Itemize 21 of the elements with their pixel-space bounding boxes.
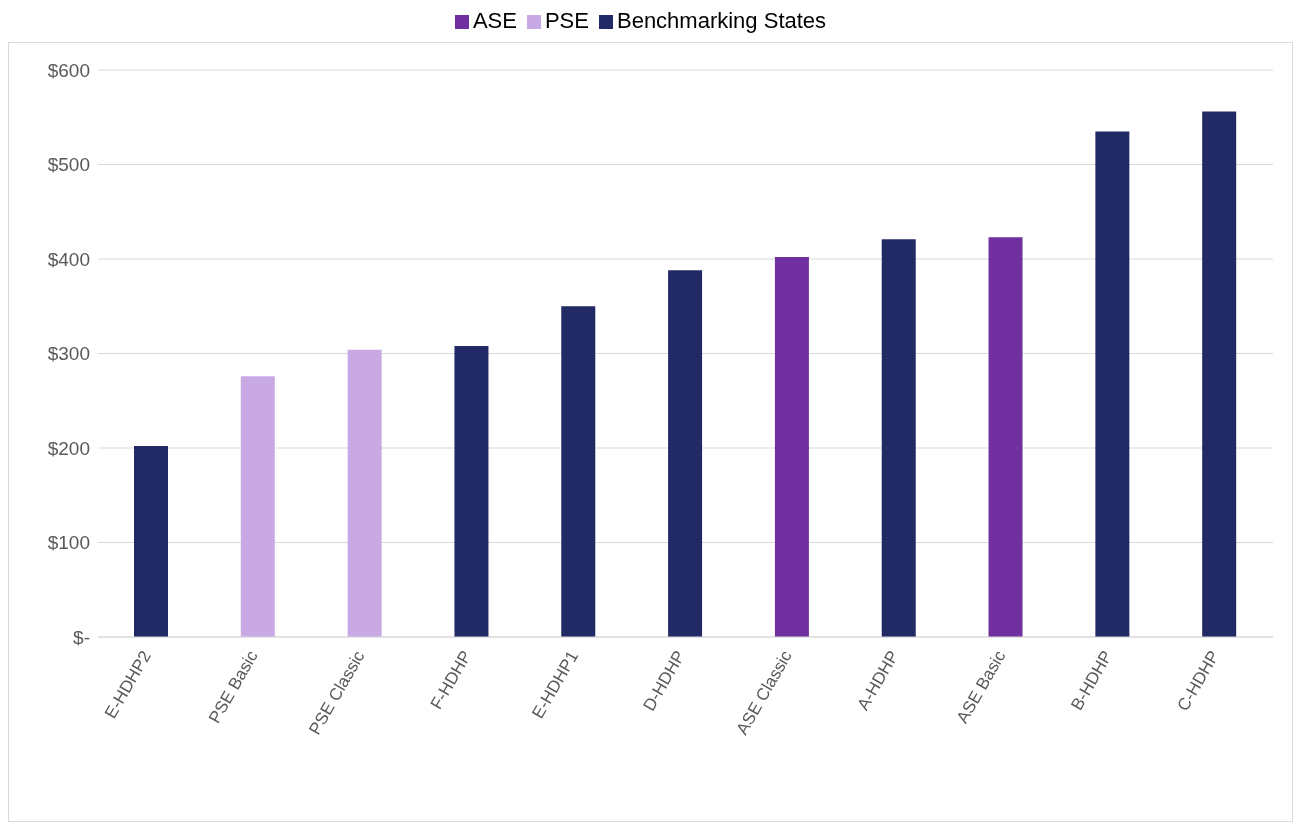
y-tick-label: $300 [47,343,90,365]
y-tick-label: $600 [47,59,90,81]
bar [988,237,1023,637]
bar [240,376,275,637]
bar [668,270,703,637]
bar [1095,131,1130,637]
bar [881,239,916,637]
y-tick-label: $500 [47,154,90,176]
y-tick-label: $100 [47,532,90,554]
legend-label: PSE [544,8,589,33]
bar [1202,111,1237,637]
legend-label: ASE [472,8,517,33]
bar [774,257,809,637]
y-tick-label: $- [73,626,90,648]
bar [454,345,489,637]
bar [561,306,596,637]
y-tick-label: $200 [47,437,90,459]
bar [134,446,168,637]
legend-label: Benchmarking States [616,8,827,33]
bar [347,349,382,637]
y-tick-label: $400 [47,248,90,270]
